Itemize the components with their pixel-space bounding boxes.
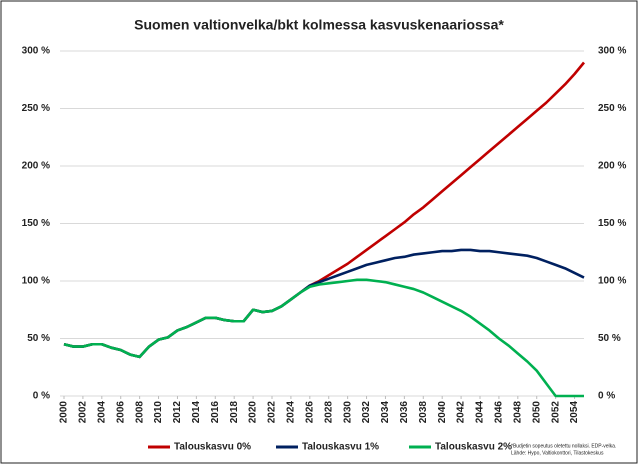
y-tick-label: 100 % (22, 276, 50, 287)
x-tick-label: 2048 (512, 401, 523, 424)
legend-label: Talouskasvu 1% (302, 442, 379, 453)
y-tick-label: 50 % (27, 333, 50, 344)
x-tick-label: 2008 (134, 401, 145, 424)
x-tick-label: 2054 (569, 401, 580, 424)
x-tick-label: 2026 (304, 401, 315, 424)
x-tick-label: 2038 (418, 401, 429, 424)
x-tick-label: 2018 (229, 401, 240, 424)
footnote: *Budjetin sopeutus oletettu nollaksi. ED… (511, 443, 616, 449)
x-tick-label: 2024 (286, 401, 297, 424)
x-tick-label: 2006 (115, 401, 126, 424)
x-tick-label: 2010 (153, 401, 164, 424)
y2-tick-label: 200 % (598, 161, 626, 172)
x-tick-label: 2042 (456, 401, 467, 424)
legend-label: Talouskasvu 0% (174, 442, 251, 453)
y2-tick-label: 150 % (598, 218, 626, 229)
x-tick-label: 2050 (531, 401, 542, 424)
y-tick-label: 300 % (22, 46, 50, 57)
x-tick-label: 2020 (248, 401, 259, 424)
y2-tick-label: 300 % (598, 46, 626, 57)
y-tick-label: 250 % (22, 103, 50, 114)
x-tick-label: 2014 (191, 401, 202, 424)
y-tick-label: 200 % (22, 161, 50, 172)
y-tick-label: 150 % (22, 218, 50, 229)
x-tick-label: 2028 (323, 401, 334, 424)
y2-tick-label: 50 % (598, 333, 621, 344)
legend-label: Talouskasvu 2% (435, 442, 512, 453)
x-tick-label: 2032 (361, 401, 372, 424)
x-tick-label: 2034 (380, 401, 391, 424)
footnote: Lähde: Hypo, Valtiokonttori, Tilastokesk… (511, 450, 604, 456)
x-tick-label: 2040 (437, 401, 448, 424)
x-tick-label: 2044 (475, 401, 486, 424)
x-tick-label: 2016 (210, 401, 221, 424)
x-tick-label: 2052 (550, 401, 561, 424)
series-line (63, 278, 584, 398)
x-tick-label: 2004 (96, 401, 107, 424)
x-tick-label: 2022 (267, 401, 278, 424)
x-tick-label: 2000 (59, 401, 70, 424)
x-tick-label: 2046 (494, 401, 505, 424)
x-tick-label: 2036 (399, 401, 410, 424)
y2-tick-label: 0 % (598, 391, 615, 402)
y-tick-label: 0 % (33, 391, 50, 402)
y2-tick-label: 100 % (598, 276, 626, 287)
y2-tick-label: 250 % (598, 103, 626, 114)
x-tick-label: 2002 (78, 401, 89, 424)
x-tick-label: 2030 (342, 401, 353, 424)
x-tick-label: 2012 (172, 401, 183, 424)
chart-title: Suomen valtionvelka/bkt kolmessa kasvusk… (134, 17, 504, 33)
